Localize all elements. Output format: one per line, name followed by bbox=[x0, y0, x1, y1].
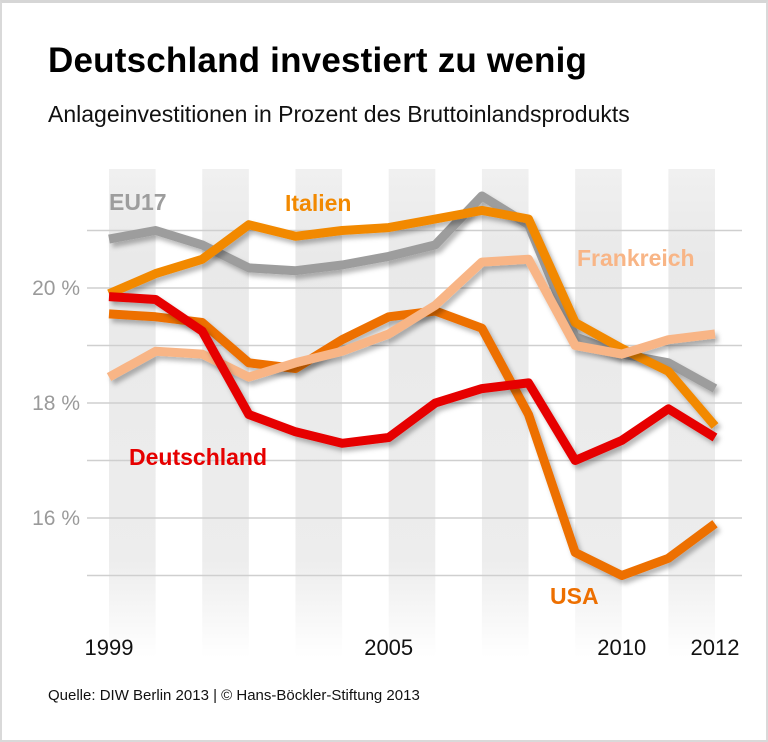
series-label-frankreich: Frankreich bbox=[577, 245, 695, 271]
x-tick-label: 2010 bbox=[597, 635, 646, 660]
series-line-frankreich bbox=[106, 254, 716, 382]
year-stripe bbox=[109, 169, 156, 658]
series-label-usa: USA bbox=[550, 583, 599, 609]
series-line-italien bbox=[107, 205, 719, 429]
year-stripe bbox=[295, 169, 343, 658]
series-label-italien: Italien bbox=[285, 190, 351, 216]
y-tick-label: 16 % bbox=[32, 507, 80, 530]
series-label-eu17: EU17 bbox=[109, 189, 167, 215]
x-tick-label: 2005 bbox=[364, 635, 413, 660]
series-line-deutschland bbox=[108, 292, 718, 465]
year-stripe bbox=[481, 169, 529, 658]
source-credit: Quelle: DIW Berlin 2013 | © Hans-Böckler… bbox=[48, 687, 420, 704]
page-title: Deutschland investiert zu wenig bbox=[48, 41, 588, 80]
series-label-deutschland: Deutschland bbox=[129, 444, 267, 470]
line-chart: 20 % 18 % 16 % 1999 2005 2010 2012 EU17 Italien U… bbox=[32, 169, 742, 660]
x-tick-label: 1999 bbox=[85, 635, 134, 660]
x-tick-label: 2012 bbox=[691, 635, 740, 660]
y-tick-label: 18 % bbox=[32, 392, 80, 415]
series-line-usa bbox=[108, 306, 718, 580]
page-subtitle: Anlageinvestitionen in Prozent des Brutt… bbox=[48, 101, 630, 127]
y-tick-label: 20 % bbox=[32, 277, 80, 300]
